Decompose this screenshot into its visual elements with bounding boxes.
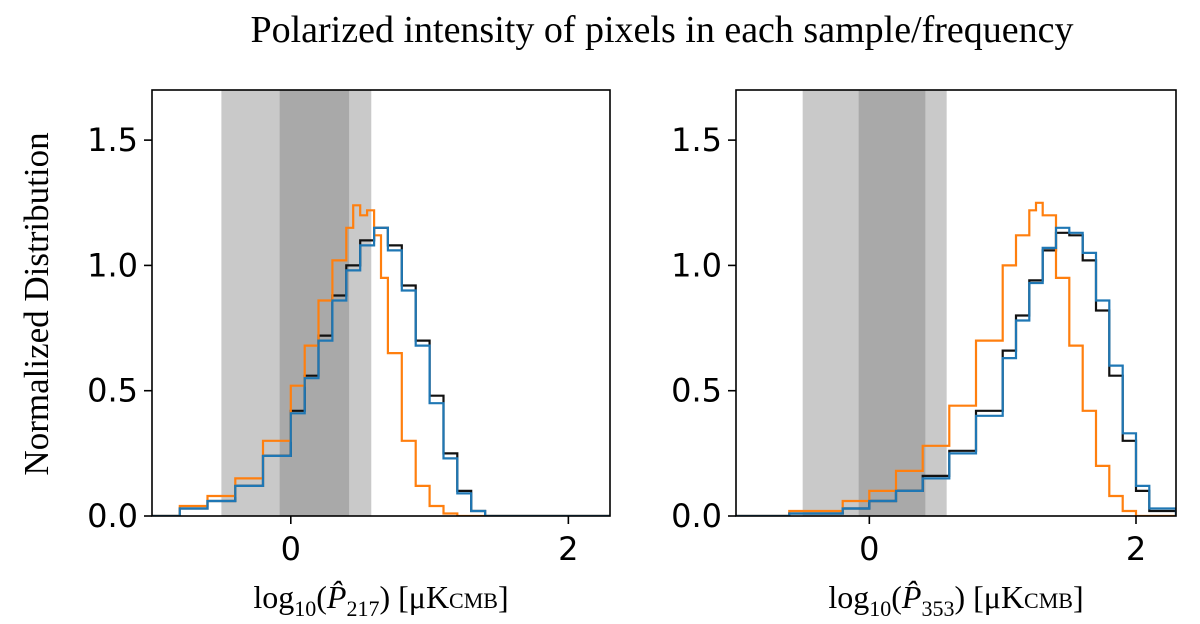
plot-area (152, 90, 610, 516)
figure-title: Polarized intensity of pixels in each sa… (250, 9, 1073, 51)
y-axis-label: Normalized Distribution (17, 132, 56, 475)
axes-frame (735, 89, 1177, 517)
y-tick-label: 1.0 (87, 246, 138, 284)
chart-panel-2: 0.0 0.5 1.0 1.5 0 2 log10(P̂353) [μKCMB] (671, 89, 1177, 621)
series-orange-line (152, 204, 610, 516)
x-tick-label: 0 (281, 530, 301, 568)
x-tick-label: 0 (859, 530, 879, 568)
y-tick-label: 0.5 (87, 372, 138, 410)
y-tick-label: 1.5 (87, 121, 138, 159)
plot-area (736, 90, 1176, 516)
y-tick-label: 1.5 (671, 121, 722, 159)
y-tick-label: 0.0 (671, 497, 722, 535)
x-tick-label: 2 (558, 530, 578, 568)
series-blue-line (152, 226, 610, 516)
x-axis-label: log10(P̂217) [μKCMB] (253, 579, 508, 621)
y-tick-label: 0.5 (671, 372, 722, 410)
shaded-band-inner-range (858, 90, 926, 516)
axes-frame (151, 89, 611, 517)
x-tick-label: 2 (1126, 530, 1146, 568)
y-tick-label: 0.0 (87, 497, 138, 535)
chart-panel-1: 0.0 0.5 1.0 1.5 0 2 log10(P̂217) [μKCMB] (87, 89, 611, 621)
charts-group: 0.0 0.5 1.0 1.5 0 2 log10(P̂217) [μKCMB] 0.0 0.5… (87, 89, 1177, 621)
series-blue-line (736, 226, 1176, 516)
series-orange-line (736, 201, 1176, 516)
x-axis-label: log10(P̂353) [μKCMB] (828, 579, 1083, 621)
y-tick-label: 1.0 (671, 246, 722, 284)
